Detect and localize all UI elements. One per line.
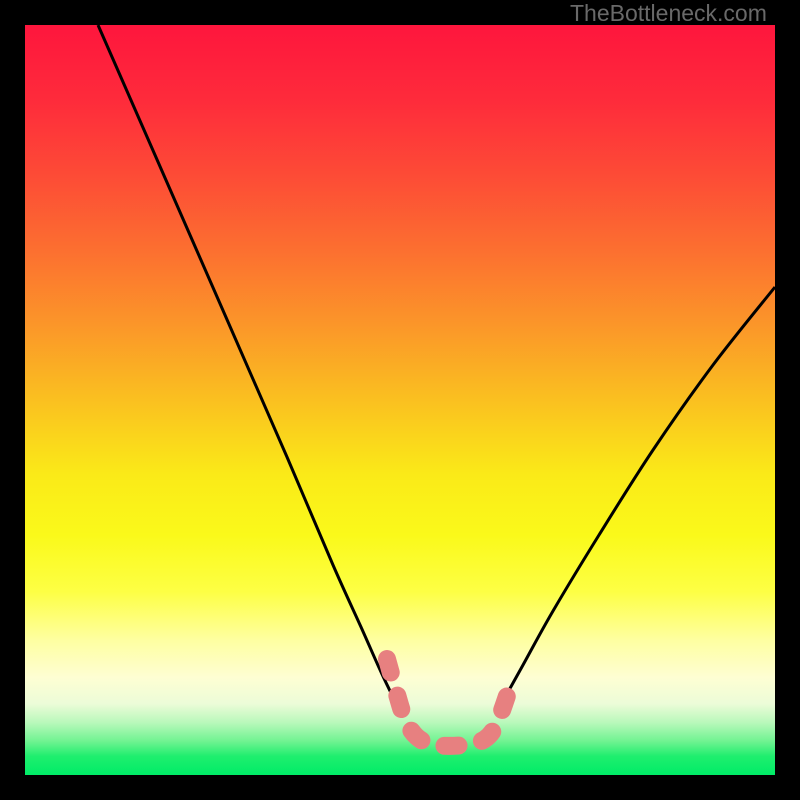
stage: TheBottleneck.com	[0, 0, 800, 800]
plot-group	[25, 25, 775, 775]
plot-background	[25, 25, 775, 775]
chart-svg	[0, 0, 800, 800]
watermark-text: TheBottleneck.com	[570, 0, 767, 27]
